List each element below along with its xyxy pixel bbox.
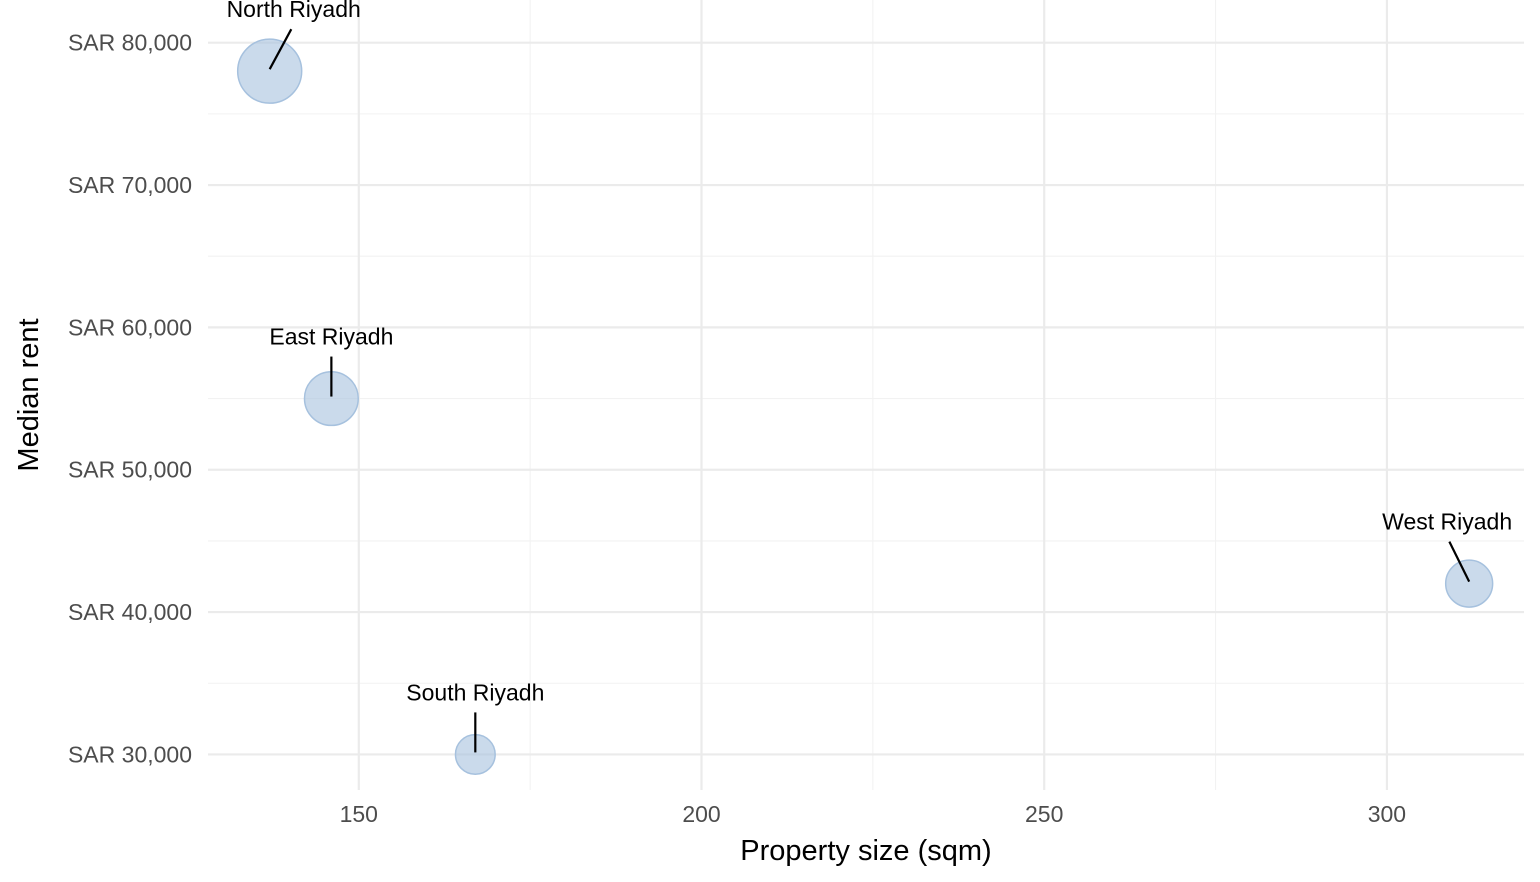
minor-gridlines bbox=[208, 0, 1524, 790]
data-points bbox=[236, 38, 1494, 776]
x-tick-label: 300 bbox=[1368, 801, 1406, 827]
x-axis-tick-labels: 150 200 250 300 bbox=[340, 801, 1406, 827]
x-tick-label: 150 bbox=[340, 801, 378, 827]
y-axis-tick-labels: SAR 30,000 SAR 40,000 SAR 50,000 SAR 60,000… bbox=[68, 30, 192, 768]
point-labels: North Riyadh East Riyadh South Riyadh West … bbox=[227, 0, 1512, 753]
data-point bbox=[236, 38, 303, 104]
label-leader-line bbox=[268, 28, 293, 70]
major-gridlines bbox=[208, 0, 1524, 790]
x-axis-title: Property size (sqm) bbox=[740, 835, 991, 867]
point-label: East Riyadh bbox=[269, 324, 393, 350]
label-leader-line bbox=[1448, 541, 1471, 583]
point-label: West Riyadh bbox=[1382, 509, 1512, 535]
y-axis-title: Median rent bbox=[13, 318, 45, 471]
y-tick-label: SAR 30,000 bbox=[68, 741, 192, 767]
point-label: North Riyadh bbox=[227, 0, 361, 22]
y-tick-label: SAR 60,000 bbox=[68, 314, 192, 340]
y-tick-label: SAR 80,000 bbox=[68, 30, 192, 56]
data-point bbox=[1444, 559, 1494, 608]
x-tick-label: 250 bbox=[1025, 801, 1063, 827]
y-tick-label: SAR 40,000 bbox=[68, 599, 192, 625]
point-label: South Riyadh bbox=[406, 679, 544, 705]
y-tick-label: SAR 70,000 bbox=[68, 172, 192, 198]
y-tick-label: SAR 50,000 bbox=[68, 457, 192, 483]
x-tick-label: 200 bbox=[682, 801, 720, 827]
